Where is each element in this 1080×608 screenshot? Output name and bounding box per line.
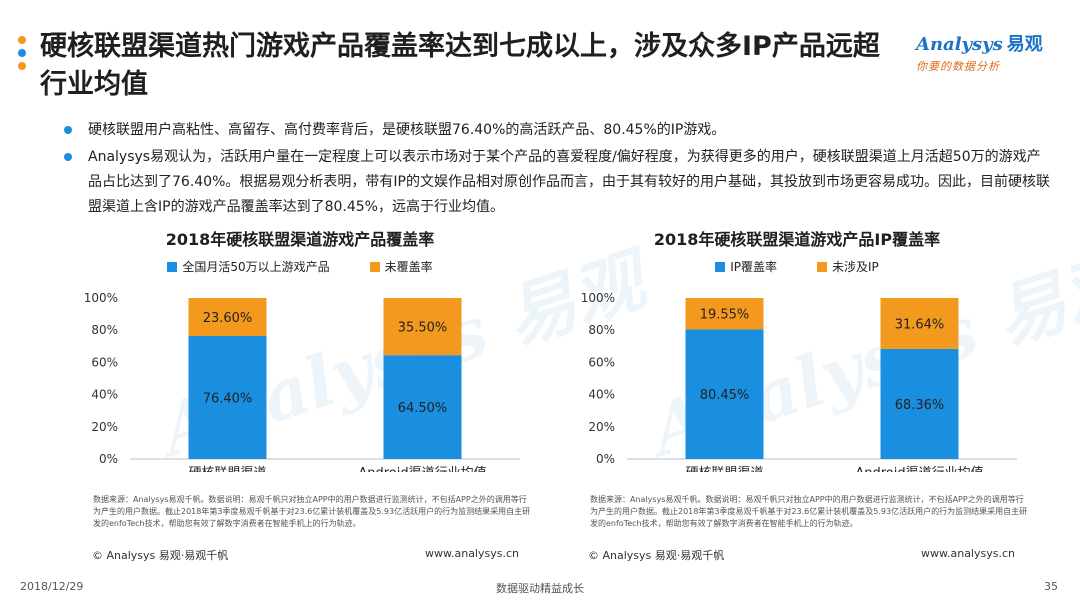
legend-swatch [715, 261, 726, 272]
bullet-item: 硬核联盟用户高粘性、高留存、高付费率背后，是硬核联盟76.40%的高活跃产品、8… [62, 118, 1052, 143]
bullet-item: Analysys易观认为，活跃用户量在一定程度上可以表示市场对于某个产品的喜爱程… [62, 145, 1052, 220]
chart-plot: 0% 20% 40% 60% 80% 100% 80.45% 19.55% 硬核联盟渠道 68.3… [581, 291, 1017, 472]
bar-segment [685, 298, 764, 330]
bar-data-label: 19.55% [700, 308, 750, 323]
chart-title: 2018年硬核联盟渠道游戏产品覆盖率 [165, 230, 435, 249]
chart-legend: 全国月活50万以上游戏产品 未覆盖率 [65, 258, 535, 275]
y-tick-label: 60% [91, 355, 118, 369]
bar-segment [880, 298, 959, 349]
legend-item: 未涉及IP [817, 258, 879, 275]
bar-segment [880, 348, 959, 459]
y-tick-label: 40% [588, 388, 615, 402]
legend-item: 全国月活50万以上游戏产品 [167, 258, 330, 275]
legend-label: IP覆盖率 [730, 260, 777, 274]
website-link-left[interactable]: www.analysys.cn [425, 547, 519, 560]
y-tick-label: 80% [91, 323, 118, 337]
y-tick-label: 80% [588, 323, 615, 337]
copyright-left: © Analysys 易观·易观千帆 [92, 549, 229, 562]
logo-brand: Analysys [916, 34, 1003, 55]
y-tick-label: 100% [84, 291, 118, 305]
legend-item: 未覆盖率 [369, 258, 433, 275]
bar-segment [188, 335, 267, 459]
legend-swatch [369, 261, 380, 272]
bar-segment [383, 355, 462, 459]
bar-data-label: 23.60% [203, 311, 253, 326]
bar-data-label: 31.64% [895, 317, 945, 332]
x-category-label: Android渠道行业均值 [358, 465, 486, 472]
page-title: 硬核联盟渠道热门游戏产品覆盖率达到七成以上，涉及众多IP产品远超行业均值 [40, 31, 880, 100]
bar-segment [188, 298, 267, 336]
y-tick-label: 60% [588, 355, 615, 369]
legend-swatch [817, 261, 827, 272]
bar-segment [383, 298, 462, 356]
legend-label: 未涉及IP [832, 260, 879, 274]
copyright-right: © Analysys 易观·易观千帆 [588, 549, 725, 562]
website-link-right[interactable]: www.analysys.cn [921, 547, 1015, 560]
bullet-list: 硬核联盟用户高粘性、高留存、高付费率背后，是硬核联盟76.40%的高活跃产品、8… [62, 118, 1052, 222]
chart-ip-coverage: 2018年硬核联盟渠道游戏产品IP覆盖率 IP覆盖率 未涉及IP 0% 20% 40… [562, 222, 1032, 542]
y-tick-label: 0% [596, 452, 615, 466]
y-tick-label: 20% [91, 420, 118, 434]
chart-legend: IP覆盖率 未涉及IP [562, 258, 1032, 275]
bar-data-label: 68.36% [895, 398, 945, 413]
legend-label: 未覆盖率 [384, 260, 433, 274]
data-source-note: 数据来源：Analysys易观千帆。数据说明：易观千帆只对独立APP中的用户数据… [93, 495, 531, 528]
bar-data-label: 64.50% [398, 401, 448, 416]
bar-data-label: 80.45% [700, 388, 750, 403]
bar-data-label: 35.50% [398, 321, 448, 336]
analysys-logo: Analysys 易观 你要的数据分析 [916, 30, 1066, 74]
y-tick-label: 100% [581, 291, 615, 305]
title-dots [18, 36, 26, 75]
x-category-label: Android渠道行业均值 [855, 465, 983, 472]
chart-title: 2018年硬核联盟渠道游戏产品IP覆盖率 [653, 230, 941, 249]
y-tick-label: 20% [588, 420, 615, 434]
bar-segment [685, 329, 764, 459]
logo-brand-cn: 易观 [1006, 34, 1043, 55]
x-category-label: 硬核联盟渠道 [685, 466, 763, 472]
slide-date: 2018/12/29 [20, 580, 84, 593]
legend-swatch [167, 261, 178, 272]
legend-item: IP覆盖率 [715, 258, 777, 275]
bar-data-label: 76.40% [203, 391, 253, 406]
y-tick-label: 40% [91, 388, 118, 402]
slide-slogan: 数据驱动精益成长 [496, 582, 584, 595]
legend-label: 全国月活50万以上游戏产品 [182, 260, 330, 274]
y-tick-label: 0% [99, 452, 118, 466]
x-category-label: 硬核联盟渠道 [188, 466, 266, 472]
data-source-note: 数据来源：Analysys易观千帆。数据说明：易观千帆只对独立APP中的用户数据… [590, 495, 1028, 528]
title-dot [18, 36, 26, 44]
page-number: 35 [1044, 580, 1058, 593]
chart-plot: 0% 20% 40% 60% 80% 100% 76.40% 23.60% 硬核联盟渠道 64.5… [84, 291, 520, 472]
chart-product-coverage: 2018年硬核联盟渠道游戏产品覆盖率 全国月活50万以上游戏产品 未覆盖率 0%… [65, 222, 535, 542]
title-dot [18, 62, 26, 70]
title-dot [18, 49, 26, 57]
logo-tagline: 你要的数据分析 [916, 60, 1000, 73]
